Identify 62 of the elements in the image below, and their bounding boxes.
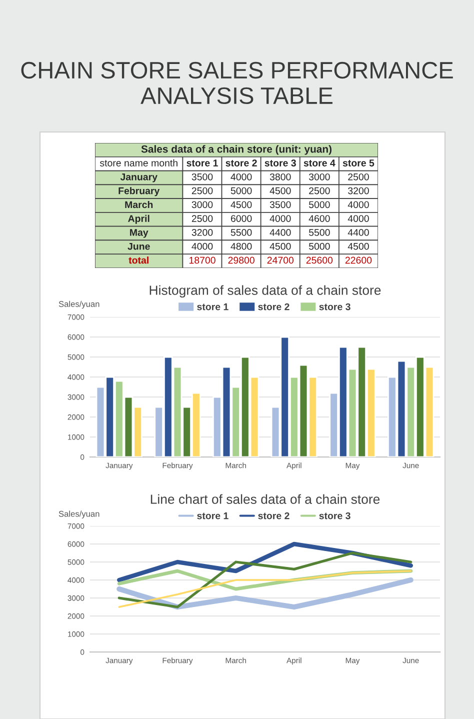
data-label: 4000 <box>192 242 213 250</box>
data-label: 2500 <box>309 187 330 194</box>
legend-label: store 2 <box>258 512 290 520</box>
data-label: 4600 <box>308 215 330 222</box>
category-label: February <box>118 187 160 196</box>
data-label: 5000 <box>230 187 252 194</box>
data-label: 5500 <box>230 229 252 236</box>
data-label: 4500 <box>230 201 252 208</box>
text: 24700 <box>267 256 294 264</box>
data-label: 3800 <box>270 173 291 180</box>
data-label: 4400 <box>270 229 291 236</box>
text: CHAIN STORE SALES PERFORMANCE ANALYSIS TABLE <box>21 62 453 104</box>
text: 29800 <box>228 256 254 264</box>
category-label: January <box>120 174 158 182</box>
data-label: 4000 <box>348 201 369 208</box>
series-label: store 1 <box>186 160 218 166</box>
text: Sales data of a chain store (unit: yuan) <box>141 145 332 155</box>
legend-label: store 3 <box>319 303 350 310</box>
data-label: 4800 <box>230 242 252 250</box>
legend-label: store 2 <box>258 303 290 310</box>
data-label: 3200 <box>348 187 369 194</box>
data-label: 2500 <box>192 187 213 194</box>
data-label: 3200 <box>192 229 213 236</box>
data-label: 5500 <box>308 229 330 236</box>
category-label: May <box>130 229 148 238</box>
text: total <box>128 256 148 264</box>
line-series <box>118 552 412 608</box>
data-label: 4000 <box>270 215 291 222</box>
legend-label: store 2 <box>226 160 257 166</box>
category-label: March <box>125 200 153 208</box>
data-label: 4500 <box>348 242 369 250</box>
category-label: June <box>128 242 150 250</box>
data-label: 3500 <box>192 173 213 180</box>
data-label: 6000 <box>230 215 252 222</box>
legend-label: store 5 <box>342 160 374 166</box>
data-label: 3000 <box>192 201 213 208</box>
legend-label: store 3 <box>264 160 296 166</box>
data-label: 4000 <box>230 173 252 180</box>
data-label: 3500 <box>270 201 291 208</box>
text: store name month <box>100 159 178 166</box>
legend-label: store 1 <box>197 303 228 310</box>
line-series <box>118 570 412 608</box>
text: 25600 <box>306 256 333 264</box>
data-label: 2500 <box>348 173 369 180</box>
y-axis-title: Sales/yuan <box>58 300 100 309</box>
data-label: 3000 <box>308 173 330 180</box>
category-label: April <box>128 214 150 224</box>
text: 18700 <box>189 256 216 264</box>
data-label: 4500 <box>270 187 291 194</box>
legend-label: store 1 <box>197 512 228 520</box>
legend-label: store 3 <box>319 512 350 520</box>
data-label: 4400 <box>348 229 369 236</box>
data-label: 4500 <box>270 242 291 250</box>
data-label: 4000 <box>348 215 369 222</box>
data-label: 5000 <box>308 242 330 250</box>
legend-label: store 4 <box>304 160 336 166</box>
text: 22600 <box>345 256 372 264</box>
data-label: 2500 <box>192 215 213 222</box>
data-label: 5000 <box>308 201 330 208</box>
y-axis-title: Sales/yuan <box>58 510 100 518</box>
chart-title: Histogram of sales data of a chain store <box>150 285 381 298</box>
chart-title: Line chart of sales data of a chain store <box>150 494 380 504</box>
